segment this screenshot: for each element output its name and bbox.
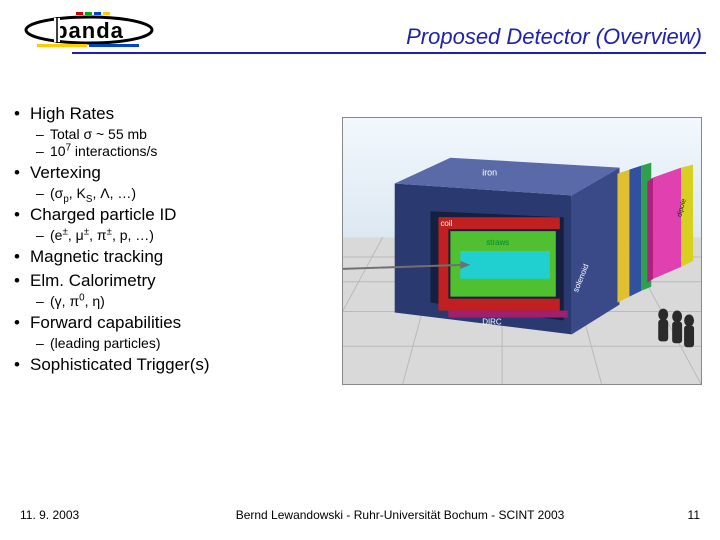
footer-center: Bernd Lewandowski - Ruhr-Universität Boc… [140,508,660,522]
bullet-level2: (e±, μ±, π±, p, …) [14,227,334,243]
label-straws: straws [486,238,509,247]
footer-page: 11 [660,508,700,522]
bullet-level1: Forward capabilities [14,313,334,333]
bullet-level2: Total σ ~ 55 mb [14,126,334,142]
bullet-level1: Sophisticated Trigger(s) [14,355,334,375]
header: panda Proposed Detector (Overview) [0,0,720,52]
label-iron: iron [482,168,497,178]
bullet-list: High Rates Total σ ~ 55 mb107 interaction… [14,104,334,375]
label-dirc: DIRC [482,317,502,326]
footer-date: 11. 9. 2003 [20,508,140,522]
header-rule [72,52,706,54]
bullet-level2: (leading particles) [14,335,334,351]
detector-diagram: iron coil straws solenoid DIRC dipole [342,117,702,385]
bullet-level1: High Rates [14,104,334,124]
panda-logo: panda [14,12,164,50]
svg-text:panda: panda [54,18,124,43]
bullet-level1: Charged particle ID [14,205,334,225]
bullet-level2: 107 interactions/s [14,143,334,159]
slide-title: Proposed Detector (Overview) [164,24,706,52]
label-coil: coil [440,219,452,228]
bullet-content: High Rates Total σ ~ 55 mb107 interaction… [14,100,334,377]
bullet-level1: Magnetic tracking [14,247,334,267]
bullet-level2: (σp, KS, Λ, …) [14,185,334,201]
bullet-level2: (γ, π0, η) [14,293,334,309]
bullet-level1: Vertexing [14,163,334,183]
footer: 11. 9. 2003 Bernd Lewandowski - Ruhr-Uni… [0,508,720,522]
bullet-level1: Elm. Calorimetry [14,271,334,291]
